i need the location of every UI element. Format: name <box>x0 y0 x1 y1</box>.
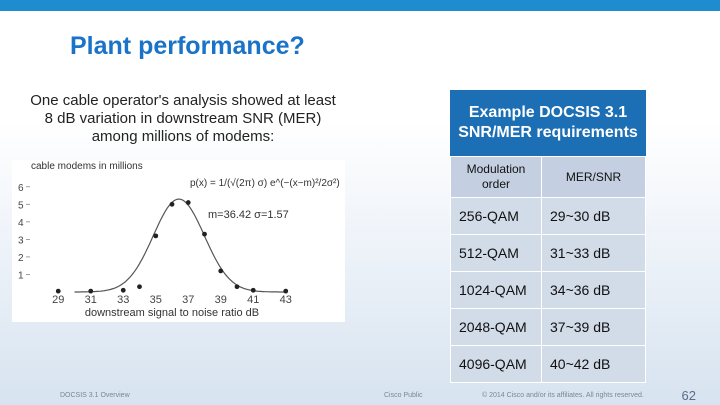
cell-snr: 31~33 dB <box>541 234 646 272</box>
x-tick-label: 39 <box>215 294 227 306</box>
footer-left: DOCSIS 3.1 Overview <box>60 392 130 399</box>
y-tick-label: 4 <box>18 218 24 229</box>
y-axis-label: cable modems in millions <box>31 161 143 172</box>
x-tick-label: 41 <box>247 294 259 306</box>
x-axis-label: downstream signal to noise ratio dB <box>85 307 259 319</box>
x-tick-label: 35 <box>150 294 162 306</box>
x-tick-label: 37 <box>182 294 194 306</box>
y-tick-label: 3 <box>18 235 24 246</box>
formula-label: p(x) = 1/(√(2π) σ) e^(−(x−m)²/2σ²) <box>190 177 340 189</box>
cell-modulation: 256-QAM <box>450 197 542 235</box>
data-point <box>250 287 256 293</box>
requirements-title: Example DOCSIS 3.1 SNR/MER requirements <box>450 90 646 156</box>
table-header-row: Modulation order MER/SNR <box>450 156 646 198</box>
data-point <box>234 284 240 290</box>
header-modulation: Modulation order <box>450 156 542 198</box>
data-point <box>153 233 159 239</box>
snr-distribution-plot: 29 31 33 35 37 39 41 43 1 2 3 4 5 6 cable modems in mi… <box>12 160 345 322</box>
y-tick-label: 1 <box>18 270 24 281</box>
data-point <box>185 200 191 205</box>
y-tick-label: 5 <box>18 200 24 211</box>
cell-snr: 37~39 dB <box>541 308 646 346</box>
y-tick-label: 2 <box>18 253 24 264</box>
data-point <box>88 288 94 294</box>
table-row: 512-QAM 31~33 dB <box>450 234 646 272</box>
gaussian-curve <box>74 198 285 293</box>
cell-modulation: 1024-QAM <box>450 271 542 309</box>
data-point <box>137 284 142 290</box>
x-tick-label: 31 <box>85 294 97 306</box>
footer-copyright: © 2014 Cisco and/or its affiliates. All … <box>482 392 644 399</box>
x-tick-label: 29 <box>52 294 64 306</box>
top-accent-bar <box>0 0 720 11</box>
table-row: 2048-QAM 37~39 dB <box>450 308 646 346</box>
requirements-table: Modulation order MER/SNR 256-QAM 29~30 d… <box>450 156 646 383</box>
table-row: 1024-QAM 34~36 dB <box>450 271 646 309</box>
cell-snr: 40~42 dB <box>541 345 646 383</box>
x-tick-label: 33 <box>117 294 129 306</box>
cell-modulation: 2048-QAM <box>450 308 542 346</box>
analysis-caption: One cable operator's analysis showed at … <box>30 92 336 145</box>
table-row: 256-QAM 29~30 dB <box>450 197 646 235</box>
slide-title: Plant performance? <box>70 32 305 60</box>
params-label: m=36.42 σ=1.57 <box>208 209 289 221</box>
cell-modulation: 4096-QAM <box>450 345 542 383</box>
data-point <box>202 231 207 237</box>
snr-chart-svg: 29 31 33 35 37 39 41 43 1 2 3 4 5 6 cable modems in mi… <box>18 161 340 319</box>
data-point <box>120 287 126 293</box>
cell-snr: 29~30 dB <box>541 197 646 235</box>
data-point <box>55 288 61 294</box>
y-tick-label: 6 <box>18 183 24 194</box>
cell-modulation: 512-QAM <box>450 234 542 272</box>
data-point <box>169 201 175 207</box>
header-mer-snr: MER/SNR <box>541 156 646 198</box>
page-number: 62 <box>681 388 696 403</box>
x-tick-label: 43 <box>280 294 292 306</box>
table-row: 4096-QAM 40~42 dB <box>450 345 646 383</box>
cell-snr: 34~36 dB <box>541 271 646 309</box>
data-point <box>218 268 224 274</box>
footer-center: Cisco Public <box>384 392 423 399</box>
data-point <box>283 288 289 294</box>
